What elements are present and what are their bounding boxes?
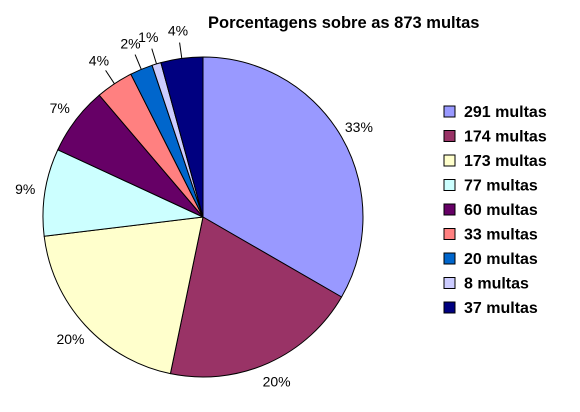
- leader-line: [179, 42, 183, 59]
- legend-swatch: [443, 277, 456, 289]
- legend: 291 multas 174 multas 173 multas 77 multas 6…: [443, 104, 547, 317]
- legend-label: 8 multas: [464, 276, 529, 293]
- percent-label: 4%: [89, 52, 109, 68]
- legend-swatch: [443, 203, 456, 216]
- legend-swatch: [443, 105, 456, 118]
- legend-label: 173 multas: [464, 153, 547, 170]
- legend-label: 20 multas: [464, 251, 538, 268]
- leader-line: [134, 54, 142, 70]
- legend-swatch: [443, 252, 456, 265]
- percent-label: 33%: [345, 119, 373, 135]
- percent-label: 4%: [168, 23, 188, 39]
- legend-label: 291 multas: [464, 104, 547, 121]
- percent-label: 1%: [138, 29, 158, 45]
- pie-slice: [160, 56, 204, 218]
- pie-slices: [42, 56, 364, 378]
- pie-slice: [42, 149, 204, 237]
- legend-label: 37 multas: [464, 300, 538, 317]
- percent-labels: 33% 20% 20% 9% 7% 4% 2%1% 4%: [15, 23, 373, 390]
- legend-swatch: [443, 301, 456, 314]
- percent-label: 7%: [50, 100, 70, 116]
- chart-title: Porcentagens sobre as 873 multas: [208, 14, 479, 32]
- legend-swatch: [443, 228, 456, 240]
- pie-slice: [43, 216, 204, 375]
- pie-slice: [169, 216, 343, 378]
- leader-line: [105, 70, 115, 84]
- legend-label: 60 multas: [464, 202, 538, 219]
- leader-line: [151, 48, 157, 65]
- percent-label: 2%: [120, 36, 140, 52]
- legend-label: 174 multas: [464, 129, 547, 146]
- percent-label: 9%: [15, 181, 35, 197]
- legend-label: 33 multas: [464, 227, 538, 244]
- percent-label: 20%: [263, 373, 291, 389]
- legend-label: 77 multas: [464, 178, 538, 195]
- percent-label: 20%: [56, 331, 84, 347]
- pie-slice: [202, 56, 364, 298]
- legend-swatch: [443, 179, 456, 191]
- legend-swatch: [443, 130, 456, 142]
- legend-swatch: [443, 154, 456, 167]
